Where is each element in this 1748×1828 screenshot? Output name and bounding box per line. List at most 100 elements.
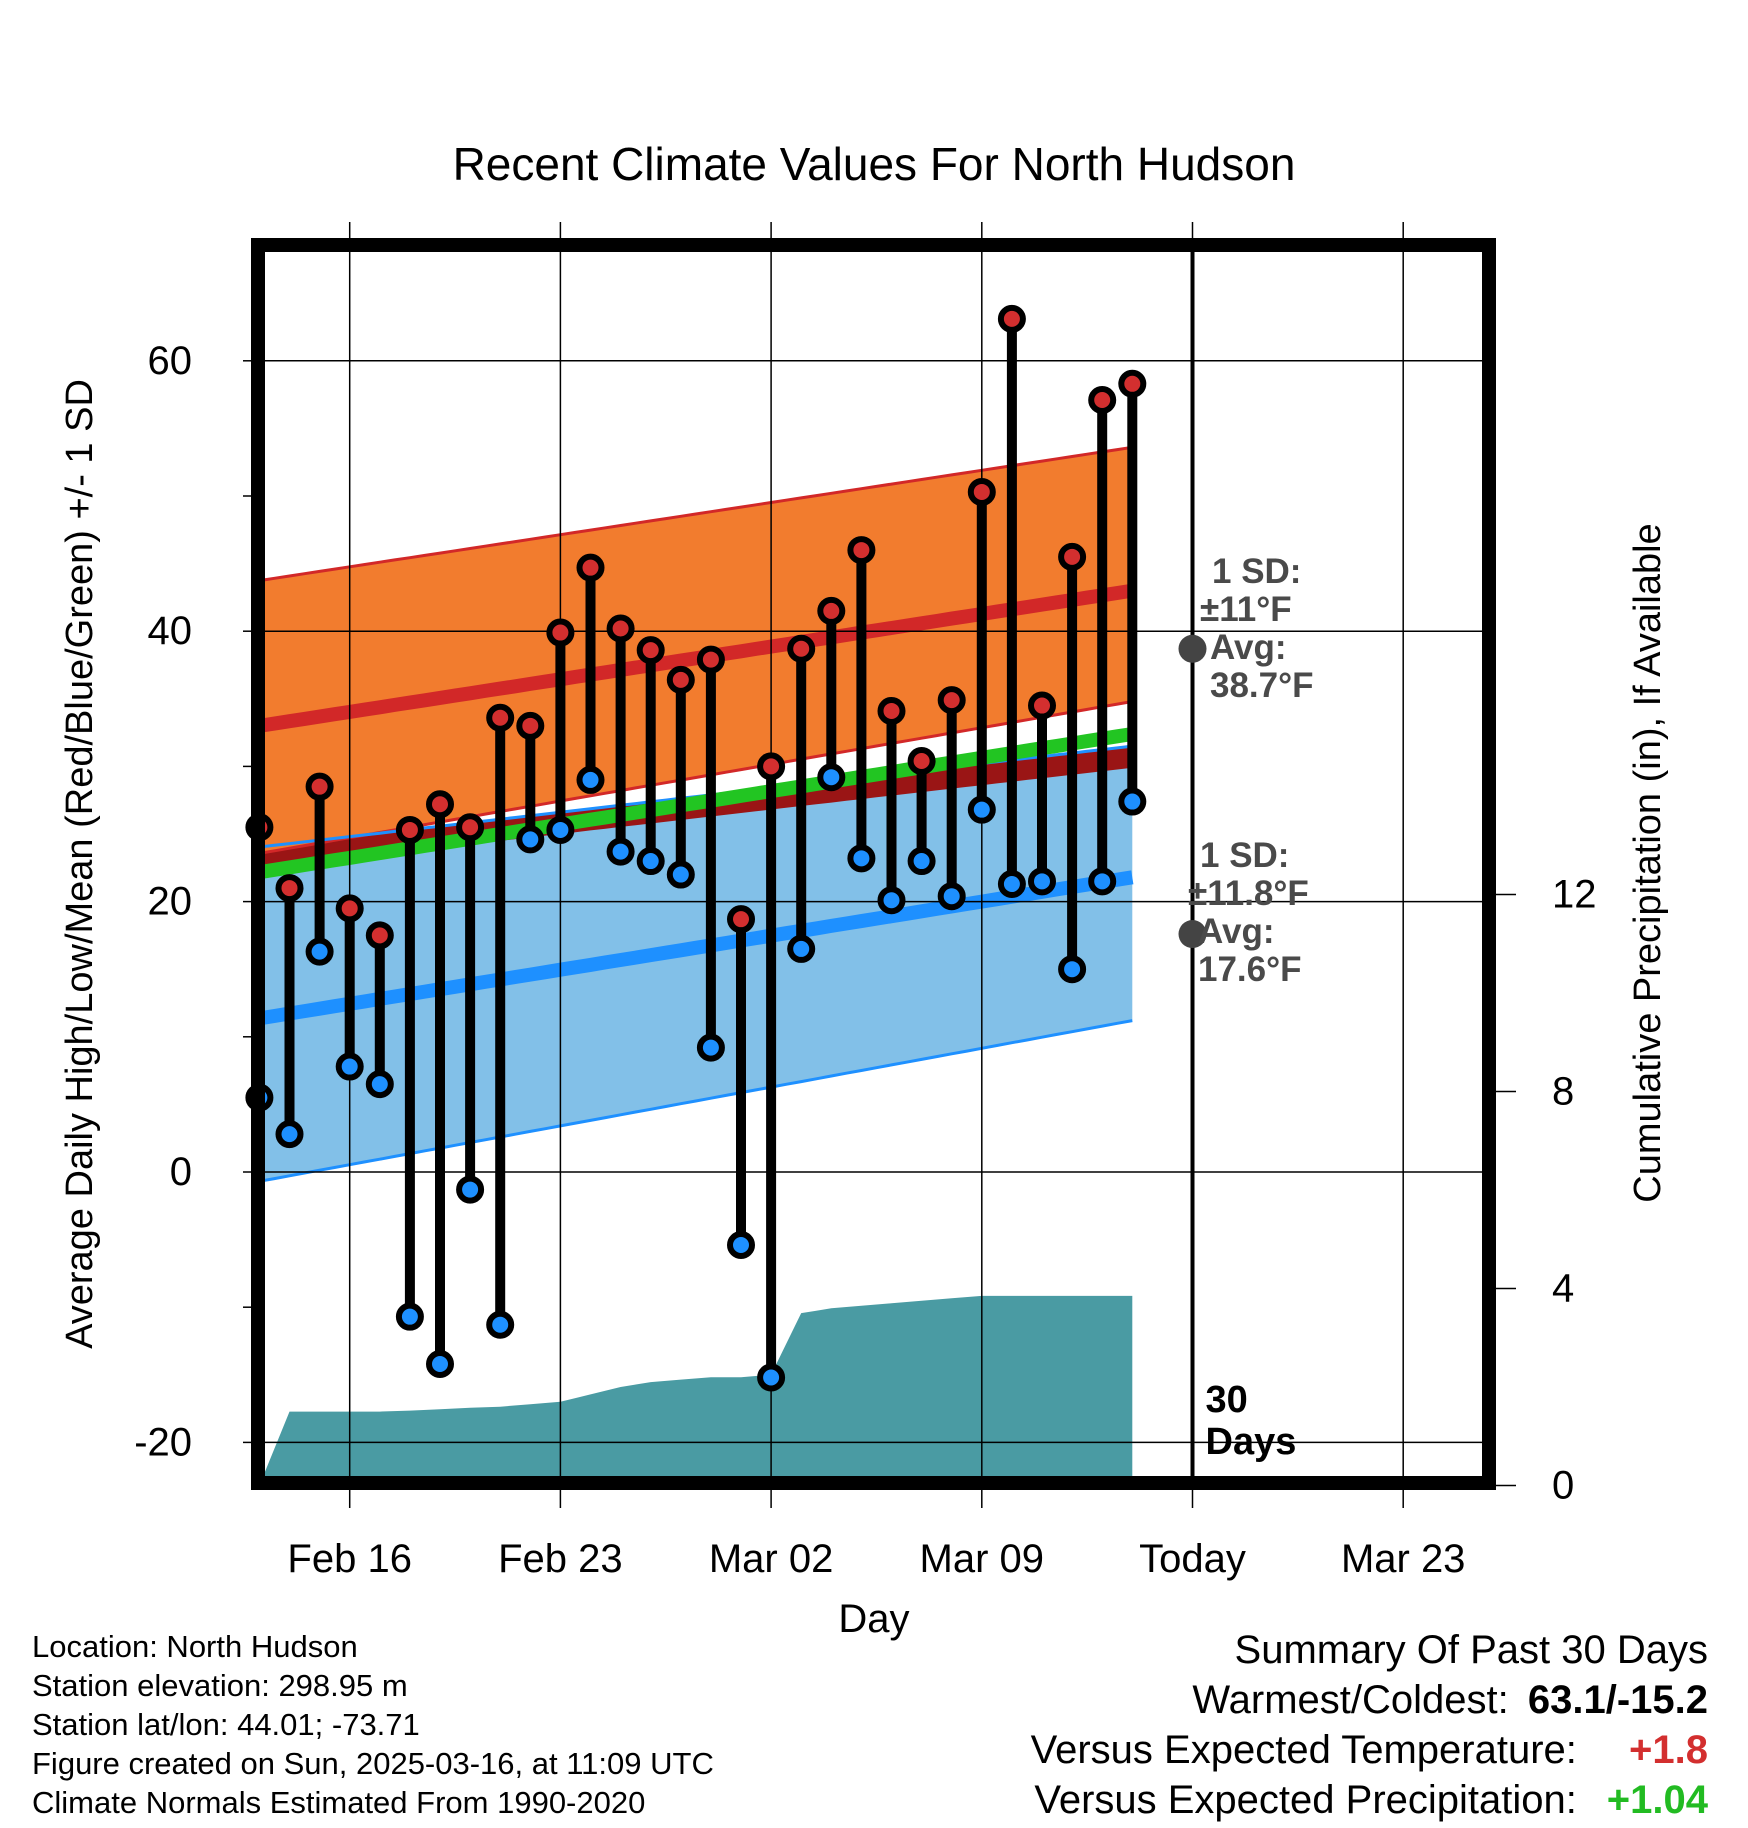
elevation-text: Station elevation: 298.95 m <box>32 1668 408 1703</box>
daily-low-point <box>426 1349 454 1378</box>
daily-high-point <box>907 746 936 775</box>
x-tick-label: Mar 09 <box>920 1537 1045 1581</box>
daily-high-point <box>666 665 695 694</box>
temp-value: +1.8 <box>1629 1728 1708 1772</box>
daily-high-point <box>335 894 364 923</box>
daily-high-point <box>877 696 906 725</box>
low-avg-value: 17.6°F <box>1198 950 1302 989</box>
plot-frame <box>251 238 1496 1490</box>
daily-high-point <box>847 536 876 565</box>
daily-high-point <box>997 304 1026 333</box>
daily-high-point <box>395 815 424 844</box>
y2-axis: 0 4 8 12 <box>1496 873 1597 1508</box>
daily-high-point <box>757 752 786 781</box>
daily-low-point <box>335 1052 364 1081</box>
daily-low-point <box>1088 867 1117 896</box>
x-tick-label: Feb 16 <box>287 1537 412 1581</box>
daily-high-point <box>817 596 846 625</box>
daily-low-point <box>365 1070 394 1099</box>
daily-high-point <box>486 703 515 732</box>
daily-low-point <box>1058 955 1087 984</box>
daily-high-point <box>275 874 304 903</box>
x-tick-label: Mar 23 <box>1341 1537 1466 1581</box>
x-axis: Feb 16 Feb 23 Mar 02 Mar 09 Today Mar 23 <box>287 222 1465 1581</box>
x-tick-label: Today <box>1139 1537 1246 1581</box>
daily-high-point <box>787 634 816 663</box>
high-sd-label: 1 SD: <box>1212 552 1301 591</box>
normal-low-line <box>263 870 1134 1025</box>
summary-title: Summary Of Past 30 Days <box>1234 1628 1708 1672</box>
daily-low-point <box>395 1302 424 1331</box>
y-tick-label: -20 <box>134 1420 192 1464</box>
daily-low-point <box>907 847 936 876</box>
y-tick-label: 20 <box>148 880 193 924</box>
daily-high-point <box>365 921 394 950</box>
warm-cold-row: Warmest/Coldest: 63.1/-15.2 <box>1031 1675 1708 1725</box>
today-label-line2: Days <box>1206 1421 1297 1463</box>
precip-area <box>263 1295 1133 1478</box>
daily-low-point <box>877 886 906 915</box>
daily-high-point <box>1058 542 1087 571</box>
daily-high-point <box>727 905 755 934</box>
summary-panel: Summary Of Past 30 Days Warmest/Coldest:… <box>1031 1625 1708 1825</box>
daily-low-point <box>937 882 966 911</box>
y-axis: -20 0 20 40 60 <box>134 339 251 1464</box>
low-avg-marker <box>1178 920 1207 949</box>
high-avg-marker <box>1178 634 1207 663</box>
created-text: Figure created on Sun, 2025-03-16, at 11… <box>32 1746 714 1781</box>
low-lower-edge <box>263 1019 1133 1183</box>
daily-low-point <box>727 1231 755 1260</box>
precip-row: Versus Expected Precipitation: +1.04 <box>1031 1775 1708 1825</box>
normals-period-text: Climate Normals Estimated From 1990-2020 <box>32 1785 646 1820</box>
today-label-line1: 30 <box>1206 1379 1248 1421</box>
plot-area <box>263 445 1134 1478</box>
high-avg-value: 38.7°F <box>1210 666 1314 705</box>
y2-axis-label: Cumulative Precipitation (in), If Availa… <box>1627 523 1669 1202</box>
daily-low-point <box>1118 787 1147 816</box>
y-tick-label: 60 <box>148 339 193 383</box>
y-tick-label: 40 <box>148 609 193 653</box>
daily-high-point <box>696 645 725 674</box>
low-sd-label: 1 SD: <box>1200 836 1289 875</box>
high-sd-value: ±11°F <box>1200 590 1292 629</box>
low-avg-label: Avg: <box>1198 912 1274 951</box>
daily-low-point <box>1028 867 1056 896</box>
daily-high-point <box>1028 691 1056 720</box>
daily-low-point <box>275 1120 304 1149</box>
x-tick-label: Mar 02 <box>709 1537 834 1581</box>
y2-tick-label: 0 <box>1552 1464 1574 1508</box>
daily-high-point <box>516 711 545 740</box>
daily-low-point <box>757 1363 786 1392</box>
y2-tick-label: 4 <box>1552 1267 1574 1311</box>
daily-high-point <box>456 813 485 842</box>
daily-high-point <box>1118 369 1147 398</box>
daily-low-point <box>967 795 996 824</box>
daily-high-point <box>426 790 454 819</box>
x-axis-label: Day <box>838 1597 909 1641</box>
daily-high-point <box>546 618 575 647</box>
daily-dots <box>245 304 1147 1392</box>
daily-high-point <box>937 686 966 715</box>
high-avg-label: Avg: <box>1210 628 1286 667</box>
high-sd-band <box>263 447 1133 853</box>
daily-low-point <box>817 763 846 792</box>
daily-low-point <box>847 844 876 873</box>
daily-high-point <box>967 477 996 506</box>
daily-high-point <box>606 614 635 643</box>
precip-value: +1.04 <box>1606 1778 1708 1822</box>
daily-stems <box>254 318 1138 1378</box>
daily-high-point <box>1088 386 1117 415</box>
y-tick-label: 0 <box>170 1150 192 1194</box>
daily-low-point <box>787 934 816 963</box>
daily-low-point <box>456 1175 485 1204</box>
daily-high-point <box>636 636 665 665</box>
warm-cold-value: 63.1/-15.2 <box>1527 1678 1708 1722</box>
x-tick-label: Feb 23 <box>498 1537 623 1581</box>
latlon-text: Station lat/lon: 44.01; -73.71 <box>32 1707 420 1742</box>
daily-low-point <box>516 825 545 854</box>
precip-label: Versus Expected Precipitation: <box>1034 1778 1577 1822</box>
daily-low-point <box>305 937 334 966</box>
daily-low-point <box>576 765 605 794</box>
daily-high-point <box>305 772 334 801</box>
